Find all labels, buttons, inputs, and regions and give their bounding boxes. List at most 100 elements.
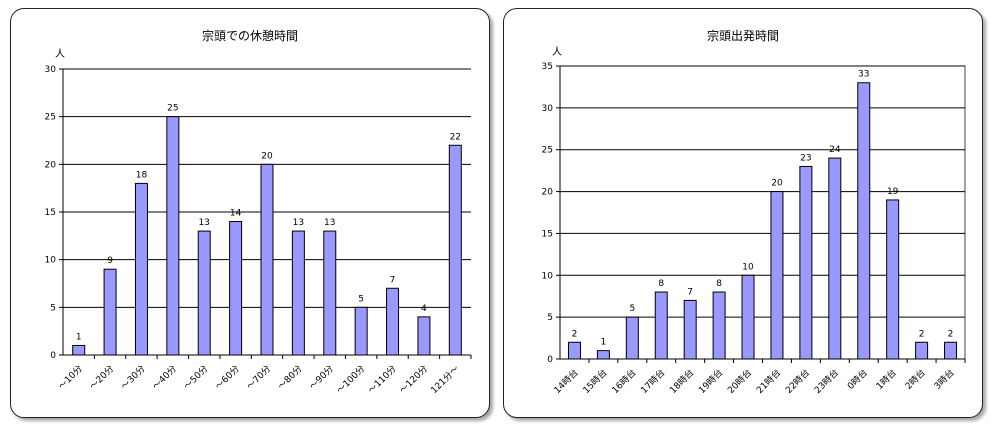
bar	[417, 316, 431, 356]
x-tick-label: 0時台	[845, 367, 870, 392]
bar	[915, 341, 929, 360]
bar	[654, 291, 668, 360]
x-tick-label: 23時台	[812, 367, 841, 396]
data-label: 13	[324, 218, 335, 228]
y-tick-label: 15	[542, 229, 553, 239]
y-tick-label: 10	[45, 256, 57, 266]
x-tick-label: 121分～	[429, 363, 462, 396]
data-label: 7	[390, 275, 396, 285]
x-tick-label: 16時台	[609, 367, 638, 396]
bar	[567, 341, 581, 360]
bar	[857, 82, 871, 360]
data-label: 1	[76, 332, 82, 342]
chart-title: 宗頭での休憩時間	[201, 29, 298, 43]
x-tick-label: ～70分	[245, 363, 274, 392]
data-label: 13	[293, 218, 304, 228]
data-label: 18	[136, 170, 148, 180]
x-tick-label: ～80分	[276, 363, 305, 392]
x-tick-label: ～40分	[150, 363, 179, 392]
data-label: 7	[687, 287, 693, 297]
x-tick-label: ～90分	[307, 363, 336, 392]
bar	[229, 221, 243, 356]
data-label: 8	[658, 279, 664, 289]
data-label: 33	[858, 70, 869, 80]
data-label: 8	[716, 279, 722, 289]
bar	[712, 291, 726, 360]
bar-chart-departure-time: 0 5 10 15 20 25 30 35 2 14時台 1 15時台 5 16時台 8 17時台 7 18時台 8…	[542, 62, 966, 396]
bar	[197, 230, 211, 356]
y-tick-label: 30	[542, 104, 554, 114]
x-tick-label: 20時台	[725, 367, 754, 396]
bar	[72, 344, 86, 356]
data-label: 24	[829, 145, 841, 155]
y-axis-unit-label: 人	[55, 49, 65, 60]
data-label: 23	[800, 153, 811, 163]
bar	[944, 341, 958, 360]
y-tick-label: 25	[542, 146, 553, 156]
x-tick-label: ～60分	[213, 363, 242, 392]
y-tick-label: 0	[50, 351, 56, 361]
x-tick-label: 17時台	[638, 367, 667, 396]
bar	[166, 116, 180, 356]
data-label: 25	[167, 104, 178, 114]
plot-area-border	[559, 65, 966, 360]
data-label: 14	[230, 209, 242, 219]
y-tick-label: 15	[45, 208, 56, 218]
y-tick-label: 25	[45, 113, 56, 123]
data-label: 13	[199, 218, 210, 228]
x-tick-label: 21時台	[754, 367, 783, 396]
data-label: 9	[107, 256, 113, 266]
chart-panel-departure-time: 宗頭出発時間 人 0 5 10 15 20 25 30 35 2 14時台 1 15時台 5 16時台 8 1…	[503, 8, 983, 418]
y-tick-label: 20	[542, 188, 554, 198]
bar	[741, 274, 755, 360]
bar	[799, 165, 813, 360]
y-axis-unit-label: 人	[552, 47, 562, 58]
y-tick-label: 35	[542, 62, 553, 72]
data-label: 1	[601, 338, 607, 348]
x-tick-label: ～50分	[182, 363, 211, 392]
y-tick-label: 5	[547, 313, 553, 323]
bar	[683, 299, 697, 360]
data-label: 19	[887, 187, 899, 197]
x-tick-label: 1時台	[874, 367, 899, 392]
x-tick-label: ～10分	[56, 363, 85, 392]
x-tick-label: 2時台	[902, 367, 927, 392]
data-label: 20	[771, 179, 783, 189]
x-tick-label: 14時台	[551, 367, 580, 396]
bar	[134, 182, 148, 356]
data-label: 22	[450, 132, 461, 142]
x-tick-label: ～30分	[119, 363, 148, 392]
data-label: 20	[261, 151, 273, 161]
bar	[448, 144, 462, 356]
data-label: 2	[948, 329, 954, 339]
y-tick-label: 5	[50, 303, 56, 313]
data-label: 10	[742, 262, 754, 272]
data-label: 4	[421, 304, 427, 314]
bar	[354, 306, 368, 356]
x-tick-label: ～20分	[88, 363, 117, 392]
y-tick-label: 30	[45, 65, 57, 75]
bar	[770, 191, 784, 360]
x-tick-label: 18時台	[667, 367, 696, 396]
data-label: 2	[572, 329, 578, 339]
x-tick-label: 19時台	[696, 367, 725, 396]
data-label: 5	[629, 304, 635, 314]
x-tick-label: ～120分	[397, 363, 430, 396]
x-tick-label: 15時台	[580, 367, 609, 396]
bar	[596, 350, 610, 360]
x-tick-label: 22時台	[783, 367, 812, 396]
chart-panel-rest-time: 宗頭での休憩時間 人 0 5 10 15 20 25 30 1 ～10分 9 ～20分 18 ～30分 2…	[10, 8, 490, 418]
bar	[386, 287, 400, 356]
data-label: 5	[358, 294, 364, 304]
chart-title: 宗頭出発時間	[706, 29, 779, 43]
data-label: 2	[919, 329, 925, 339]
x-tick-label: ～110分	[366, 363, 399, 396]
bar	[291, 230, 305, 356]
bar	[886, 199, 900, 360]
y-tick-label: 20	[45, 160, 57, 170]
bar-chart-rest-time: 0 5 10 15 20 25 30 1 ～10分 9 ～20分 18 ～30分 25 ～40分 13 ～50分…	[45, 65, 472, 396]
bar	[828, 157, 842, 360]
y-tick-label: 0	[547, 355, 553, 365]
bar	[260, 163, 274, 356]
x-tick-label: 3時台	[931, 367, 956, 392]
